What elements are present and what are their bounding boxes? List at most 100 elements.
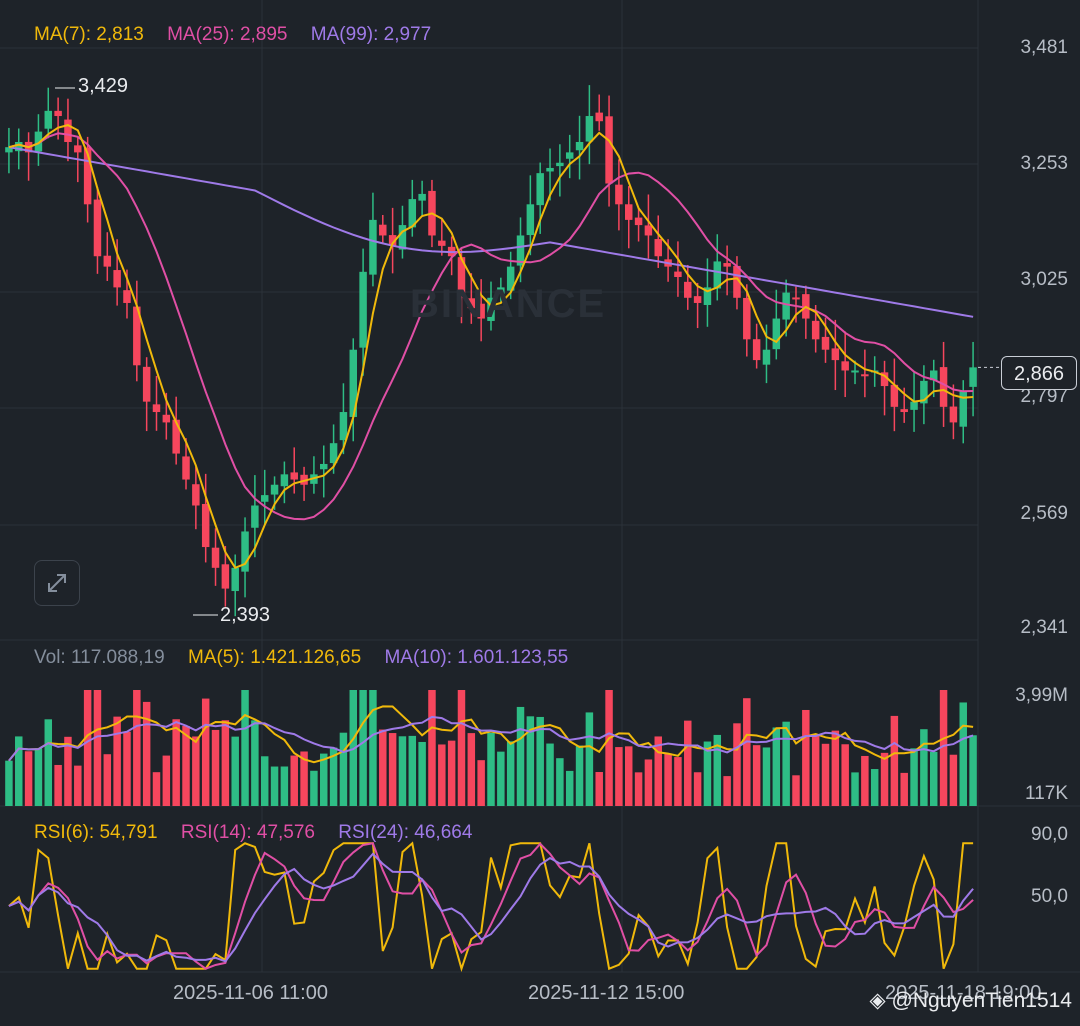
candle-body [54, 110, 62, 117]
candle-body [467, 298, 476, 309]
ma7-label: MA(7): 2,813 [34, 24, 144, 45]
volume-bar [428, 690, 436, 806]
candle-body [506, 266, 515, 291]
candle-body [939, 367, 948, 407]
volume-bar [133, 690, 141, 806]
volume-bar [44, 719, 53, 806]
volume-bar [762, 747, 771, 806]
ma99-line [8, 146, 974, 318]
volume-bar [752, 745, 761, 806]
candle-body [644, 225, 653, 236]
candle-body [900, 409, 908, 413]
volume-bar [526, 716, 535, 806]
candle-body [113, 270, 121, 288]
candle-body [752, 339, 761, 361]
volume-bar [162, 755, 171, 806]
candle-body [821, 336, 830, 350]
candle-body [152, 404, 161, 413]
volume-bar [103, 754, 112, 806]
candle-body [329, 443, 338, 464]
volume-bar [241, 690, 249, 806]
rsi-tick: 50,0 [1031, 886, 1068, 907]
candle-body [536, 173, 544, 206]
price-tick: 2,341 [1020, 617, 1068, 638]
volume-bar [585, 712, 594, 806]
volume-bar [260, 756, 269, 806]
candle-body [211, 547, 220, 568]
volume-bar [674, 757, 682, 806]
volume-bar [880, 752, 889, 806]
volume-bar [556, 758, 564, 806]
rsi24-line [8, 852, 974, 963]
candle-body [290, 472, 298, 480]
volume-bar [644, 759, 653, 806]
candle-body [93, 199, 102, 257]
volume-bar [320, 753, 328, 806]
volume-tick: 117K [1025, 783, 1068, 804]
volume-bar [546, 743, 554, 806]
candle-body [5, 147, 13, 153]
candle-body [133, 306, 141, 366]
candle-body [339, 412, 348, 441]
candle-body [624, 204, 633, 220]
volume-bar [93, 690, 102, 806]
candle-body [280, 474, 289, 487]
volume-bar [900, 772, 908, 806]
candle-body [920, 380, 928, 404]
ma7-line [8, 124, 974, 570]
candle-body [34, 131, 43, 152]
volume-bar [929, 751, 938, 806]
candle-body [251, 505, 259, 528]
expand-button[interactable] [34, 560, 80, 606]
candle-body [890, 384, 899, 407]
candle-body [123, 290, 131, 303]
volume-bar [890, 715, 899, 806]
candle-body [526, 204, 535, 236]
expand-icon [48, 574, 66, 592]
volume-legend: Vol: 117.088,19 MA(5): 1.421.126,65 MA(1… [34, 647, 586, 669]
volume-bar [359, 690, 367, 806]
volume-bar [447, 740, 456, 806]
volume-bar [624, 746, 633, 806]
candle-body [497, 287, 505, 294]
volume-bar [959, 702, 967, 806]
credit-label: ◈ @NguyenTien1514 [869, 989, 1072, 1012]
candle-body [772, 318, 781, 350]
candle-body [959, 391, 967, 427]
candle-body [654, 239, 662, 257]
candle-body [64, 119, 72, 142]
candle-body [388, 235, 397, 246]
price-tick: 3,253 [1020, 153, 1068, 174]
candle-body [142, 366, 151, 402]
volume-bar [575, 745, 584, 806]
candle-body [379, 224, 387, 236]
candle-body [516, 235, 525, 266]
candle-body [703, 287, 712, 305]
volume-bar [565, 770, 574, 806]
candle-body [418, 193, 426, 201]
volume-bar [497, 751, 505, 806]
candle-body [861, 374, 869, 377]
volume-bar [615, 747, 623, 806]
volume-tick: 3,99M [1015, 685, 1068, 706]
candle-body [74, 145, 82, 153]
x-label: 2025-11-12 15:00 [528, 982, 685, 1004]
rsi-tick: 90,0 [1031, 824, 1068, 845]
vol-ma5-label: MA(5): 1.421.126,65 [187, 647, 362, 668]
volume-bar [408, 735, 417, 806]
volume-bar [369, 690, 377, 806]
low-label: 2,393 [220, 604, 271, 626]
volume-bar [516, 706, 525, 806]
volume-bar [684, 720, 692, 806]
volume-bar [605, 690, 613, 806]
volume-bar [949, 754, 958, 806]
volume-bar [595, 772, 603, 806]
candle-body [565, 152, 574, 159]
volume-bar [113, 716, 121, 806]
volume-bar [811, 735, 820, 806]
candle-body [762, 349, 771, 365]
candle-body [546, 167, 554, 172]
current-price-tag: 2,866 [1001, 356, 1077, 390]
candle-body [15, 141, 23, 152]
